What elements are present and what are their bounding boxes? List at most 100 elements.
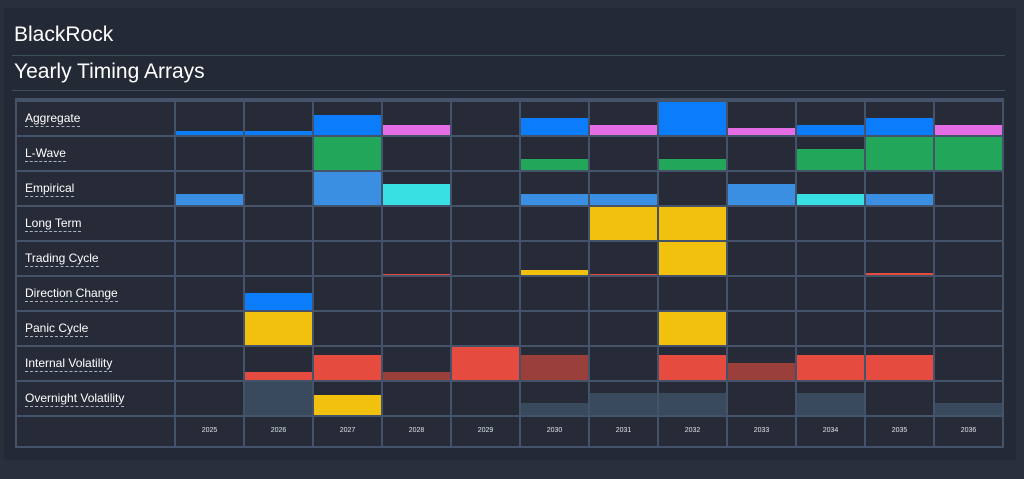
heatmap-bar [383, 372, 450, 380]
heatmap-cell [521, 137, 588, 170]
heatmap-cell [866, 382, 933, 415]
heatmap-cell [452, 102, 519, 135]
heatmap-bar [728, 363, 795, 380]
heatmap-cell [935, 137, 1002, 170]
heatmap-cell [590, 172, 657, 205]
heatmap-cell [452, 242, 519, 275]
heatmap-cell [176, 102, 243, 135]
heatmap-cell [383, 347, 450, 380]
row-label: Panic Cycle [17, 312, 174, 345]
row-label-text[interactable]: Aggregate [25, 111, 81, 127]
heatmap-cell [176, 347, 243, 380]
heatmap-bar [383, 274, 450, 275]
heatmap-bar [866, 118, 933, 135]
heatmap-cell [176, 207, 243, 240]
year-axis-cell [521, 417, 588, 446]
row-label-text[interactable]: Panic Cycle [25, 321, 89, 337]
heatmap-cell [176, 312, 243, 345]
heatmap-cell [866, 277, 933, 310]
heatmap-cell [176, 242, 243, 275]
heatmap-cell [314, 312, 381, 345]
heatmap-bar [383, 184, 450, 205]
row-label-text[interactable]: Trading Cycle [25, 251, 99, 267]
heatmap-cell [590, 382, 657, 415]
heatmap-bar [521, 355, 588, 380]
heatmap-bar [245, 312, 312, 345]
year-tick-label: 2032 [684, 427, 701, 434]
heatmap-bar [866, 194, 933, 205]
heatmap-bar [245, 372, 312, 380]
year-axis-cell [728, 417, 795, 446]
heatmap-cell [590, 312, 657, 345]
heatmap-cell [728, 207, 795, 240]
heatmap-bar [590, 125, 657, 135]
heatmap-bar [521, 270, 588, 275]
heatmap-cell [452, 382, 519, 415]
row-label-text[interactable]: Internal Volatility [25, 356, 113, 372]
heatmap-cell [866, 312, 933, 345]
heatmap-bar [935, 125, 1002, 135]
heatmap-bar [314, 355, 381, 380]
heatmap-cell [866, 207, 933, 240]
row-label-text[interactable]: Long Term [25, 216, 82, 232]
heatmap-bar [866, 355, 933, 380]
heatmap-cell [521, 242, 588, 275]
heatmap-cell [521, 312, 588, 345]
row-label-text[interactable]: Empirical [25, 181, 75, 197]
heatmap-cell [659, 207, 726, 240]
year-axis-cell [590, 417, 657, 446]
brand-title: BlackRock [14, 23, 114, 46]
heatmap-cell [659, 137, 726, 170]
year-axis-cell [176, 417, 243, 446]
heatmap-cell [659, 347, 726, 380]
heatmap-bar [521, 403, 588, 415]
heatmap-cell [176, 382, 243, 415]
heatmap-cell [935, 382, 1002, 415]
row-label-text[interactable]: L-Wave [25, 146, 66, 162]
heatmap-cell [383, 382, 450, 415]
heatmap-cell [728, 347, 795, 380]
heatmap-bar [659, 159, 726, 170]
heatmap-cell [176, 172, 243, 205]
year-tick-label: 2034 [822, 427, 839, 434]
heatmap-cell [521, 172, 588, 205]
heatmap-cell [452, 347, 519, 380]
heatmap-cell [521, 277, 588, 310]
heatmap-cell [245, 102, 312, 135]
heatmap-cell [728, 312, 795, 345]
heatmap-bar [176, 131, 243, 135]
heatmap-cell [521, 382, 588, 415]
heatmap-bar [590, 274, 657, 275]
heatmap-cell [728, 172, 795, 205]
heatmap-cell [314, 172, 381, 205]
row-label-text[interactable]: Overnight Volatility [25, 391, 125, 407]
heatmap-bar [797, 149, 864, 170]
heatmap-bar [314, 395, 381, 415]
heatmap-cell [659, 382, 726, 415]
heatmap-cell [521, 207, 588, 240]
row-label-text[interactable]: Direction Change [25, 286, 118, 302]
heatmap-cell [383, 242, 450, 275]
heatmap-cell [797, 137, 864, 170]
heatmap-bar [590, 207, 657, 240]
heatmap-cell [728, 137, 795, 170]
heatmap-cell [797, 242, 864, 275]
heatmap-cell [728, 102, 795, 135]
year-tick-label: 2026 [270, 427, 287, 434]
heatmap-cell [314, 242, 381, 275]
heatmap-cell [590, 277, 657, 310]
heatmap-cell [659, 172, 726, 205]
heatmap-cell [797, 207, 864, 240]
heatmap-cell [866, 137, 933, 170]
heatmap-bar [659, 312, 726, 345]
heatmap-bar [452, 347, 519, 380]
year-tick-label: 2036 [960, 427, 977, 434]
heatmap-bar [659, 242, 726, 275]
heatmap-cell [659, 242, 726, 275]
heatmap-cell [383, 277, 450, 310]
heatmap-cell [245, 242, 312, 275]
heatmap-cell [176, 277, 243, 310]
heatmap-bar [866, 273, 933, 275]
heatmap-cell [866, 172, 933, 205]
heatmap-bar [245, 293, 312, 310]
